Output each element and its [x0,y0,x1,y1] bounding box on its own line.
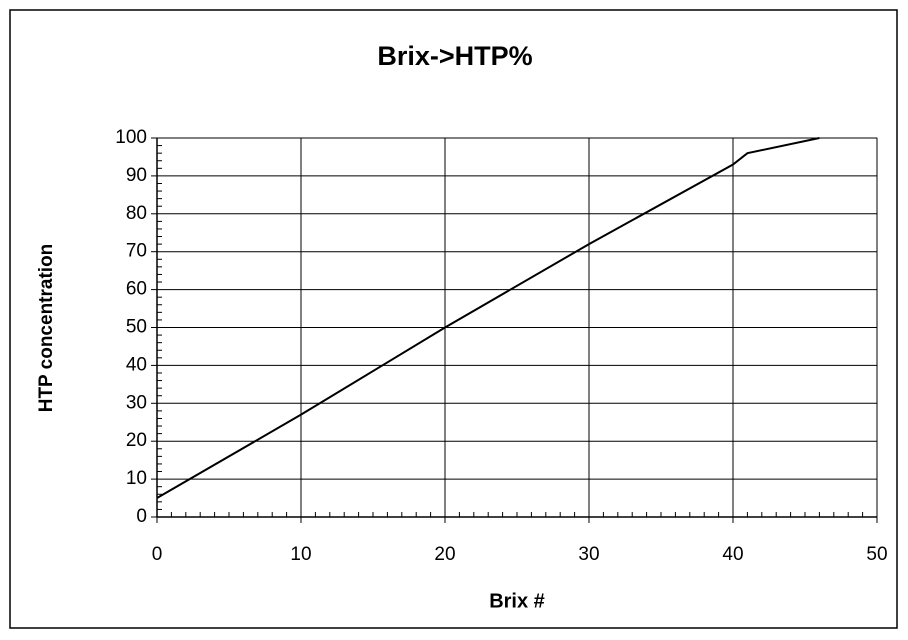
x-tick-label: 50 [866,544,887,565]
x-tick-label: 10 [290,544,311,565]
y-tick-label: 70 [126,241,147,262]
chart-frame [9,9,898,629]
chart-title: Brix->HTP% [377,41,532,71]
x-tick-label: 20 [434,544,455,565]
y-tick-label: 100 [115,127,147,148]
y-tick-label: 90 [126,165,147,186]
y-tick-label: 20 [126,430,147,451]
x-tick-label: 40 [722,544,743,565]
y-tick-label: 30 [126,392,147,413]
data-line [156,137,820,499]
y-tick-label: 40 [126,354,147,375]
y-tick-label: 50 [126,317,147,338]
y-tick-label: 80 [126,203,147,224]
y-axis-label: HTP concentration [36,244,57,413]
y-tick-label: 0 [136,506,147,527]
x-tick-label: 30 [578,544,599,565]
y-tick-label: 10 [126,468,147,489]
x-axis-label: Brix # [489,590,545,612]
y-tick-label: 60 [126,279,147,300]
x-tick-label: 0 [152,544,163,565]
